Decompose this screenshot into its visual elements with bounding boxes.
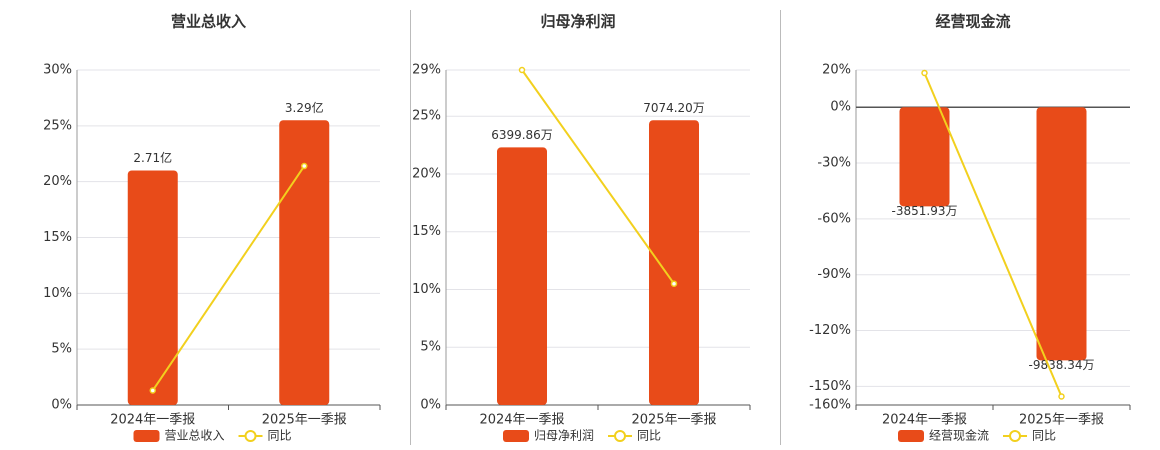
legend-swatch	[1009, 430, 1022, 442]
y-tick-label: 0%	[51, 398, 72, 413]
value-label: -9838.34万	[1029, 358, 1095, 372]
y-tick-label: 15%	[43, 230, 72, 245]
bar	[497, 147, 547, 405]
line	[923, 72, 1063, 397]
y-tick-label: 10%	[43, 286, 72, 301]
line-marker	[149, 387, 156, 394]
y-tick-label: 30%	[43, 63, 72, 78]
x-tick-label: 2025年一季报	[631, 413, 716, 428]
legend-label: 归母净利润	[534, 429, 594, 443]
value-label: 2.71亿	[133, 150, 172, 165]
legend-swatch	[244, 430, 257, 442]
y-tick-label: -60%	[817, 211, 851, 226]
y-tick-label: 25%	[412, 109, 441, 124]
y-tick-label: 20%	[822, 63, 851, 78]
legend-label: 同比	[637, 429, 661, 443]
y-tick-label: -150%	[809, 379, 851, 394]
line-marker	[921, 69, 928, 77]
y-tick-label: -120%	[809, 323, 851, 338]
bar	[127, 170, 178, 405]
line	[521, 69, 675, 285]
legend-label: 同比	[268, 429, 292, 443]
x-tick-label: 2024年一季报	[479, 413, 564, 428]
value-label: 7074.20万	[643, 101, 705, 115]
legend-swatch	[503, 430, 529, 442]
bar	[649, 120, 699, 405]
y-tick-label: 5%	[420, 340, 441, 355]
y-tick-label: -160%	[809, 398, 851, 413]
x-tick-label: 2025年一季报	[1019, 413, 1104, 428]
bar	[899, 107, 950, 207]
y-tick-label: 0%	[420, 398, 441, 413]
x-tick-label: 2025年一季报	[262, 413, 347, 428]
x-tick-label: 2024年一季报	[882, 413, 967, 428]
y-tick-label: 10%	[412, 282, 441, 297]
chart-title: 经营现金流	[935, 13, 1010, 31]
line-marker	[1058, 393, 1065, 400]
legend-label: 经营现金流	[929, 428, 989, 443]
line-marker	[518, 66, 526, 74]
legend-swatch	[898, 430, 924, 442]
y-tick-label: 20%	[412, 166, 441, 181]
bar	[279, 120, 330, 405]
line	[151, 165, 306, 392]
legend-swatch	[133, 430, 160, 442]
value-label: 3.29亿	[285, 100, 324, 115]
legend-label: 同比	[1032, 429, 1056, 443]
y-tick-label: 5%	[51, 342, 72, 357]
line-marker	[670, 280, 678, 287]
chart-title: 归母净利润	[540, 13, 615, 31]
y-tick-label: 15%	[412, 224, 441, 239]
line-marker	[301, 162, 308, 170]
value-label: -3851.93万	[892, 204, 958, 218]
legend-swatch	[614, 430, 627, 442]
y-tick-label: 29%	[412, 63, 441, 78]
bar	[1036, 107, 1087, 361]
y-tick-label: 25%	[43, 118, 72, 133]
legend-label: 营业总收入	[165, 429, 225, 443]
y-tick-label: -30%	[817, 156, 851, 171]
value-label: 6399.86万	[491, 128, 553, 142]
y-tick-label: -90%	[817, 267, 851, 282]
x-tick-label: 2024年一季报	[110, 413, 195, 428]
y-tick-label: 0%	[830, 100, 851, 115]
chart-title: 营业总收入	[171, 13, 246, 31]
y-tick-label: 20%	[43, 174, 72, 189]
